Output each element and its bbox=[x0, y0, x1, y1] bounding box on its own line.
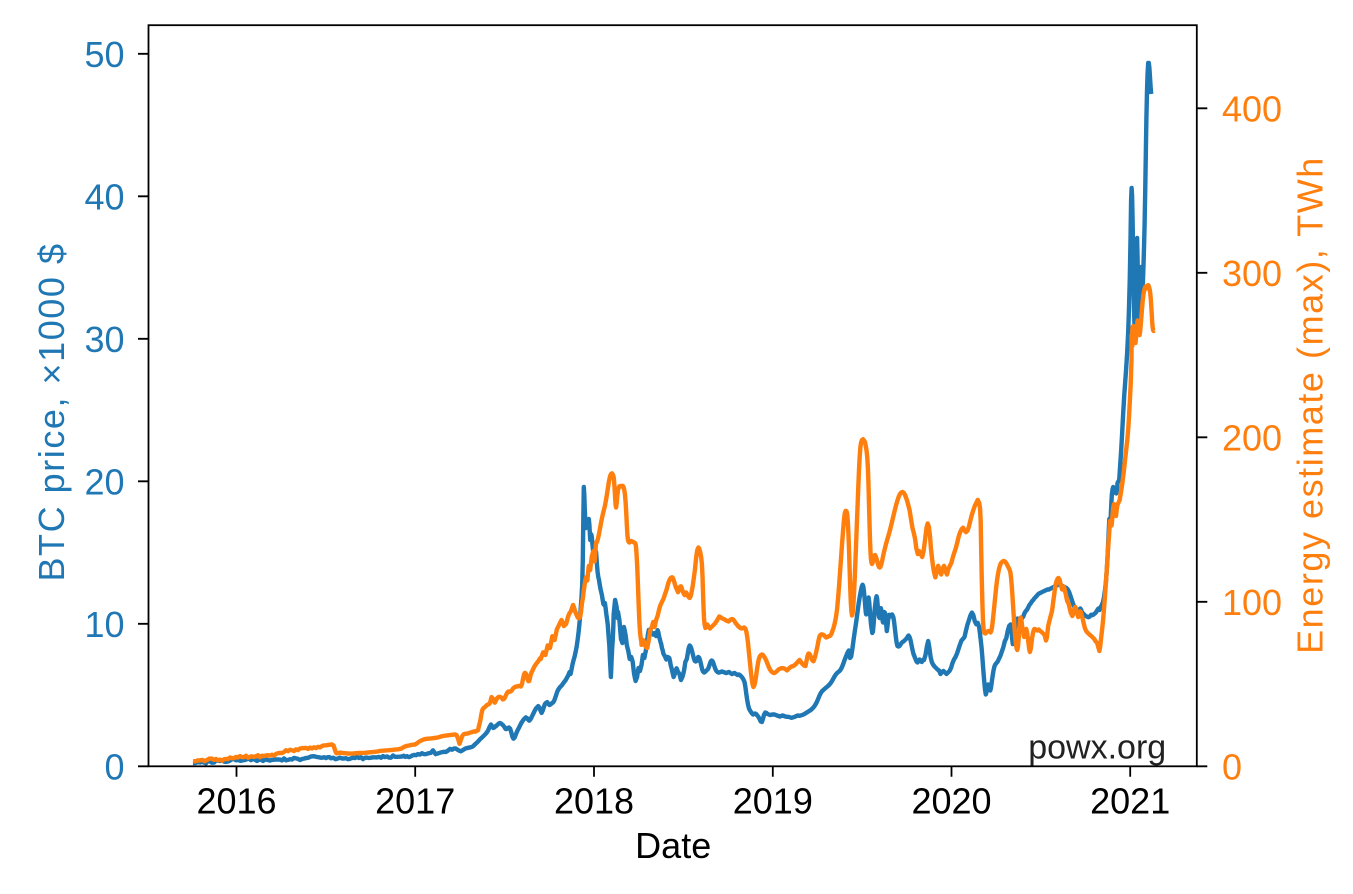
svg-text:200: 200 bbox=[1222, 418, 1282, 459]
svg-text:30: 30 bbox=[84, 319, 124, 360]
svg-text:2019: 2019 bbox=[733, 781, 813, 822]
svg-text:0: 0 bbox=[1222, 747, 1242, 788]
svg-text:300: 300 bbox=[1222, 253, 1282, 294]
svg-text:2017: 2017 bbox=[375, 781, 455, 822]
svg-text:2018: 2018 bbox=[554, 781, 634, 822]
svg-text:400: 400 bbox=[1222, 89, 1282, 130]
svg-text:20: 20 bbox=[84, 462, 124, 503]
svg-text:2021: 2021 bbox=[1090, 781, 1170, 822]
svg-text:2016: 2016 bbox=[196, 781, 276, 822]
svg-text:100: 100 bbox=[1222, 582, 1282, 623]
svg-text:10: 10 bbox=[84, 604, 124, 645]
svg-text:Energy estimate (max), TWh: Energy estimate (max), TWh bbox=[1289, 156, 1330, 654]
svg-text:BTC price, ×1000 $: BTC price, ×1000 $ bbox=[31, 242, 72, 581]
svg-text:0: 0 bbox=[104, 747, 124, 788]
svg-text:2020: 2020 bbox=[911, 781, 991, 822]
svg-text:40: 40 bbox=[84, 177, 124, 218]
svg-text:powx.org: powx.org bbox=[1028, 729, 1166, 767]
svg-text:Date: Date bbox=[635, 825, 711, 866]
svg-text:50: 50 bbox=[84, 34, 124, 75]
